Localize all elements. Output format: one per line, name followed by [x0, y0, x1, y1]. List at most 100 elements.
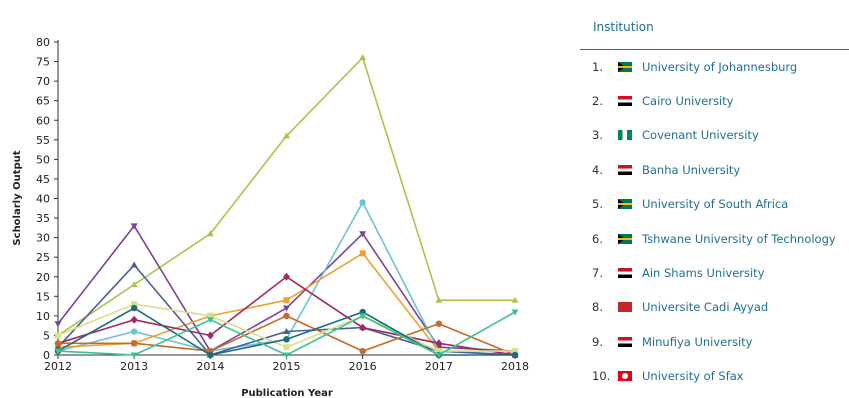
data-point	[131, 301, 138, 308]
institution-row[interactable]: 2. Cairo University	[580, 91, 849, 111]
institution-row[interactable]: 9. Minufiya University	[580, 332, 849, 352]
institution-link[interactable]: University of Johannesburg	[642, 60, 798, 74]
data-point	[359, 250, 366, 257]
flag-ng-icon	[618, 130, 632, 140]
institution-rank: 6.	[592, 232, 603, 246]
data-point	[206, 230, 214, 237]
y-tick-label: 35	[36, 212, 50, 225]
y-tick-label: 45	[36, 173, 50, 186]
data-point	[54, 340, 62, 347]
flag-eg-icon	[618, 268, 632, 278]
data-point	[359, 347, 366, 355]
line-chart: 0 5 10 15 20 25 30 35 40 45 50 55 60 65 70 75 80 2012 201…	[12, 36, 529, 398]
y-tick-label: 5	[43, 329, 50, 342]
y-axis-title: Scholarly Output	[12, 150, 23, 245]
institution-rank: 9.	[592, 335, 603, 349]
y-tick-label: 20	[36, 271, 50, 284]
data-point	[511, 296, 519, 303]
data-point	[130, 223, 138, 230]
data-point	[511, 351, 519, 359]
data-point	[130, 304, 138, 312]
data-point	[54, 321, 62, 328]
series-lines	[54, 54, 519, 359]
institution-link[interactable]: University of Sfax	[642, 369, 744, 383]
x-tick-label: 2017	[425, 360, 453, 373]
flag-za-icon	[618, 62, 632, 72]
flag-tn-icon	[618, 371, 632, 381]
x-tick-label: 2013	[120, 360, 148, 373]
y-tick-label: 75	[36, 56, 50, 69]
institution-link[interactable]: Minufiya University	[642, 335, 753, 349]
institution-row[interactable]: 4. Banha University	[580, 160, 849, 180]
data-point	[283, 297, 290, 304]
data-point	[130, 315, 138, 324]
data-point	[359, 54, 367, 61]
y-tick-label: 0	[43, 349, 50, 362]
data-point	[207, 351, 214, 359]
institution-row[interactable]: 6. Tshwane University of Technology	[580, 229, 849, 249]
data-point	[283, 328, 290, 335]
data-point	[512, 348, 518, 355]
data-point	[130, 281, 138, 288]
data-point	[207, 312, 214, 319]
flag-eg-icon	[618, 165, 632, 175]
institution-rank: 3.	[592, 128, 603, 142]
institution-link[interactable]: Tshwane University of Technology	[642, 232, 836, 246]
data-point	[130, 340, 138, 347]
y-tick-label: 60	[36, 114, 50, 127]
x-tick-label: 2015	[273, 360, 301, 373]
panel-divider	[580, 49, 849, 50]
y-tick-label: 40	[36, 193, 50, 206]
x-axis-title: Publication Year	[241, 388, 333, 398]
data-point	[283, 336, 290, 343]
institution-row[interactable]: 8. Universite Cadi Ayyad	[580, 297, 849, 317]
flag-ma-icon	[618, 302, 632, 312]
data-point	[283, 352, 290, 359]
institution-row[interactable]: 5. University of South Africa	[580, 194, 849, 214]
data-point	[206, 331, 214, 340]
panel-header: Institution	[593, 20, 654, 34]
y-tick-label: 10	[36, 310, 50, 323]
institution-link[interactable]: Ain Shams University	[642, 266, 765, 280]
data-point	[130, 352, 138, 359]
institution-link[interactable]: Cairo University	[642, 94, 734, 108]
institution-row[interactable]: 7. Ain Shams University	[580, 263, 849, 283]
x-tick-label: 2016	[349, 360, 377, 373]
institution-link[interactable]: University of South Africa	[642, 197, 789, 211]
data-point	[283, 344, 290, 351]
series-10	[54, 309, 519, 359]
data-point	[435, 352, 443, 359]
data-point	[435, 339, 443, 348]
data-point	[55, 332, 61, 339]
y-tick-label: 25	[36, 251, 50, 264]
institution-row[interactable]: 3. Covenant University	[580, 125, 849, 145]
data-point	[130, 261, 138, 268]
x-tick-label: 2014	[196, 360, 224, 373]
flag-za-icon	[618, 199, 632, 209]
y-tick-label: 70	[36, 75, 50, 88]
flag-za-icon	[618, 234, 632, 244]
x-tick-label: 2012	[44, 360, 72, 373]
data-point	[359, 231, 367, 238]
y-tick-label: 30	[36, 232, 50, 245]
y-axis: 0 5 10 15 20 25 30 35 40 45 50 55 60 65 70 75 80	[36, 36, 59, 362]
data-point	[435, 320, 443, 327]
data-point	[511, 309, 519, 316]
institution-link[interactable]: Covenant University	[642, 128, 759, 142]
institution-link[interactable]: Universite Cadi Ayyad	[642, 300, 769, 314]
data-point	[435, 348, 442, 355]
series-line	[57, 56, 515, 337]
data-point	[359, 199, 366, 206]
institution-link[interactable]: Banha University	[642, 163, 741, 177]
institution-rank: 5.	[592, 197, 603, 211]
institution-row[interactable]: 10. University of Sfax	[580, 366, 849, 386]
data-point	[283, 305, 290, 312]
data-point	[435, 296, 443, 303]
institution-rank: 10.	[592, 369, 611, 383]
institution-rank: 1.	[592, 60, 603, 74]
flag-eg-icon	[618, 337, 632, 347]
y-tick-label: 65	[36, 95, 50, 108]
data-point	[359, 313, 367, 320]
x-tick-label: 2018	[501, 360, 529, 373]
institution-row[interactable]: 1. University of Johannesburg	[580, 57, 849, 77]
